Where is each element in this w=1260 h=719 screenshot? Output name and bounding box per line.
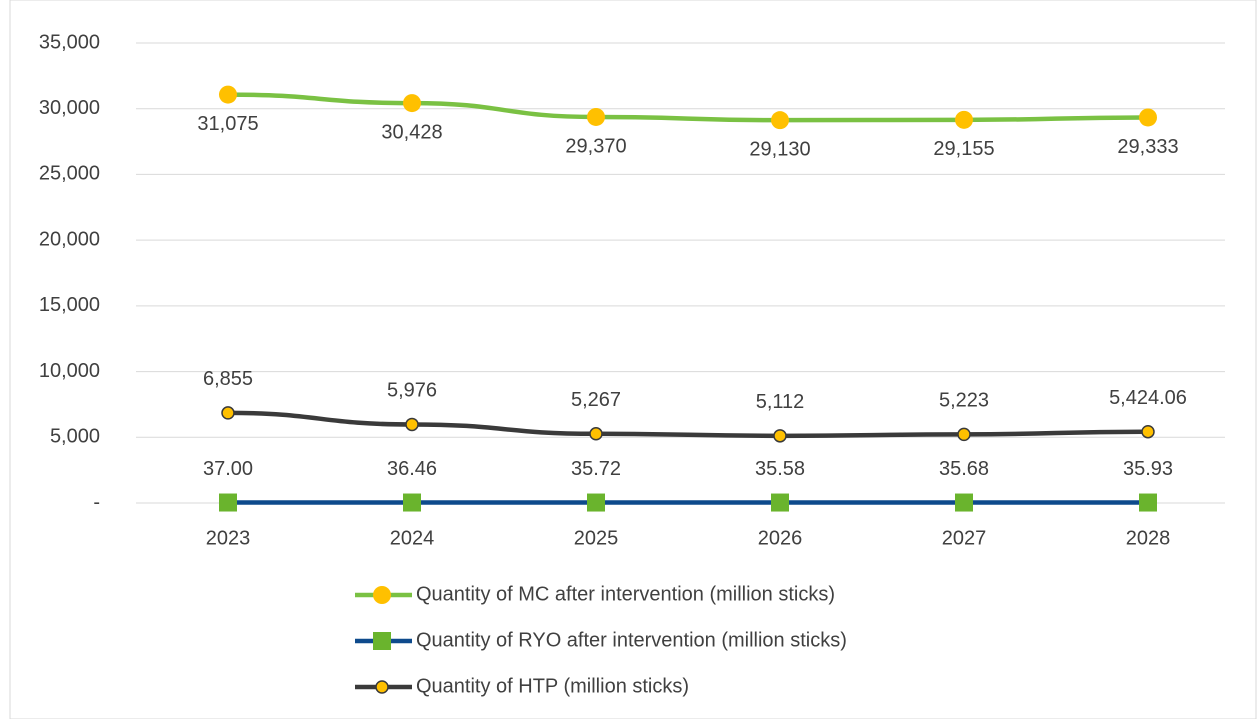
data-label: 30,428 — [381, 121, 442, 143]
marker — [219, 85, 237, 104]
marker — [773, 429, 787, 443]
x-tick-label: 2024 — [390, 527, 435, 549]
marker — [955, 493, 973, 512]
y-tick-label: 30,000 — [39, 97, 100, 119]
marker — [587, 493, 605, 512]
data-label: 35.68 — [939, 458, 989, 480]
marker — [955, 110, 973, 129]
y-tick-label: 20,000 — [39, 228, 100, 250]
marker — [403, 493, 421, 512]
legend-label: Quantity of RYO after intervention (mill… — [416, 629, 847, 651]
y-tick-label: 35,000 — [39, 31, 100, 53]
y-tick-label: 15,000 — [39, 294, 100, 316]
x-tick-label: 2027 — [942, 527, 987, 549]
marker — [771, 111, 789, 130]
marker — [1139, 493, 1157, 512]
data-label: 5,424.06 — [1109, 387, 1187, 409]
series-line — [225, 92, 1151, 123]
marker — [219, 493, 237, 512]
marker — [589, 427, 603, 441]
legend-marker — [373, 586, 391, 604]
legend-label: Quantity of MC after intervention (milli… — [416, 583, 835, 605]
data-label: 29,155 — [933, 138, 994, 160]
marker — [1139, 108, 1157, 127]
y-tick-label: - — [93, 491, 100, 513]
marker — [1141, 424, 1155, 439]
data-label: 29,333 — [1117, 136, 1178, 158]
legend-marker — [375, 680, 389, 694]
data-label: 6,855 — [203, 368, 253, 390]
data-label: 35.72 — [571, 458, 621, 480]
data-label: 5,267 — [571, 389, 621, 411]
series-line — [225, 410, 1151, 439]
marker — [957, 427, 971, 442]
y-tick-label: 25,000 — [39, 163, 100, 185]
y-tick-label: 5,000 — [50, 426, 100, 448]
marker — [405, 417, 419, 432]
chart-frame — [9, 0, 1257, 719]
marker — [221, 406, 235, 420]
data-label: 5,223 — [939, 390, 989, 412]
legend-label: Quantity of HTP (million sticks) — [416, 675, 689, 697]
y-tick-label: 10,000 — [39, 360, 100, 382]
data-label: 29,370 — [565, 135, 626, 157]
data-label: 35.93 — [1123, 458, 1173, 480]
x-tick-label: 2026 — [758, 527, 803, 549]
data-label: 29,130 — [749, 138, 810, 160]
x-tick-label: 2025 — [574, 527, 619, 549]
data-label: 5,112 — [756, 391, 805, 413]
x-tick-label: 2028 — [1126, 527, 1171, 549]
data-label: 37.00 — [203, 458, 253, 480]
data-label: 35.58 — [755, 458, 805, 480]
marker — [403, 94, 421, 113]
data-label: 5,976 — [387, 380, 437, 402]
legend-marker — [373, 632, 391, 650]
x-tick-label: 2023 — [206, 527, 251, 549]
marker — [587, 107, 605, 126]
data-label: 36.46 — [387, 458, 437, 480]
data-label: 31,075 — [197, 113, 258, 135]
marker — [771, 493, 789, 512]
